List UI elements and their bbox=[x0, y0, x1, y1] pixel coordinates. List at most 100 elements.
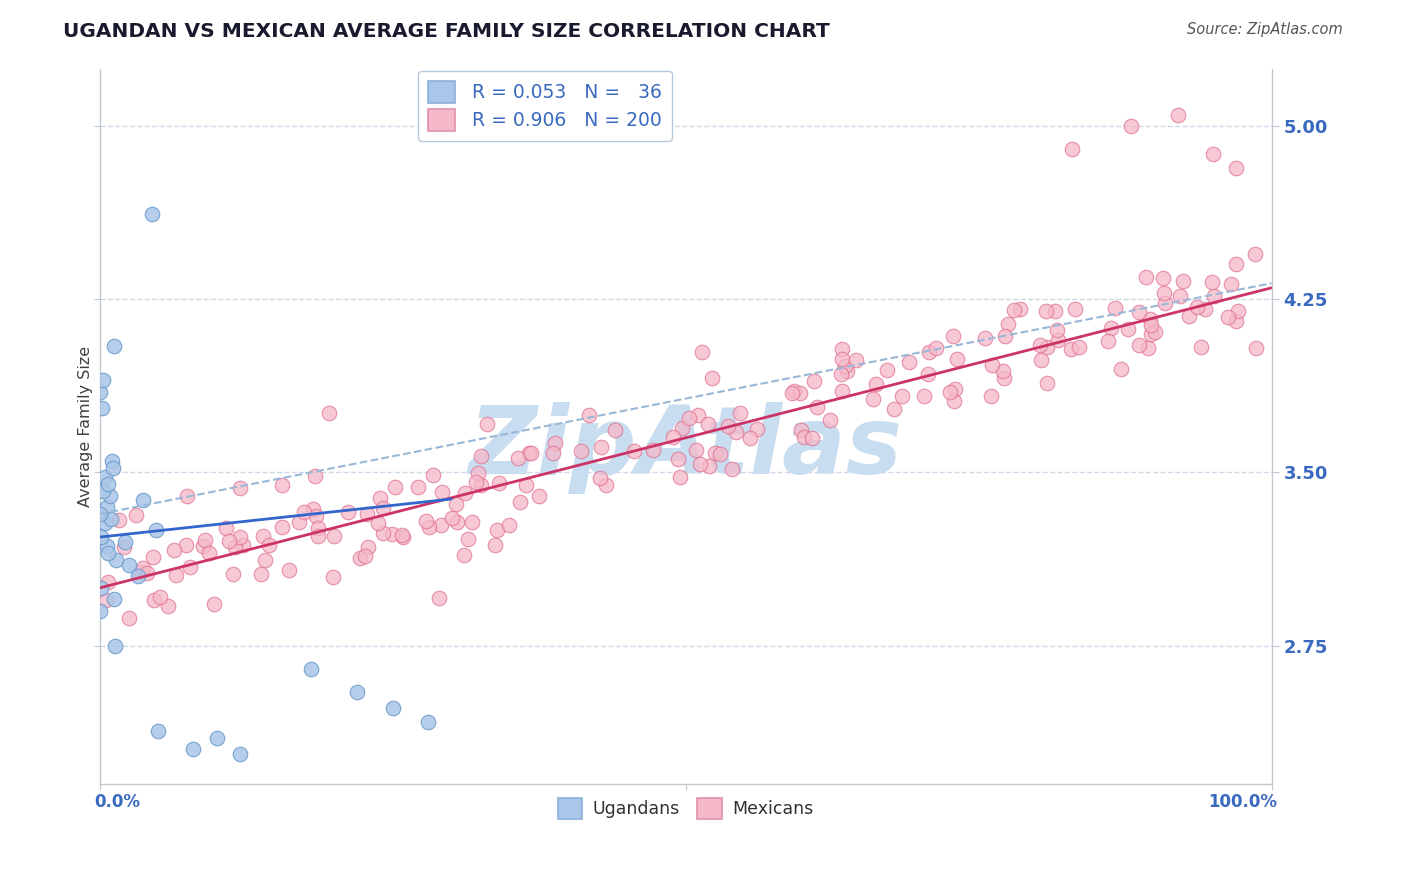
Point bbox=[883, 402, 905, 417]
Point bbox=[93, 516, 115, 531]
Legend: Ugandans, Mexicans: Ugandans, Mexicans bbox=[551, 791, 820, 825]
Point bbox=[232, 538, 254, 552]
Point bbox=[1104, 301, 1126, 316]
Point bbox=[430, 484, 453, 499]
Point bbox=[271, 478, 294, 492]
Point bbox=[1029, 337, 1052, 351]
Point bbox=[544, 435, 567, 450]
Point bbox=[541, 446, 564, 460]
Point bbox=[780, 385, 803, 400]
Point bbox=[994, 328, 1017, 343]
Point bbox=[142, 550, 165, 565]
Point bbox=[453, 549, 475, 563]
Point bbox=[1109, 362, 1132, 376]
Point bbox=[485, 523, 508, 537]
Point bbox=[790, 423, 813, 437]
Point bbox=[91, 373, 114, 387]
Point bbox=[346, 685, 368, 699]
Point bbox=[1202, 147, 1225, 161]
Point bbox=[876, 363, 898, 377]
Point bbox=[845, 352, 868, 367]
Point bbox=[517, 446, 540, 460]
Point bbox=[515, 478, 537, 492]
Point bbox=[589, 471, 612, 485]
Point bbox=[1045, 303, 1067, 318]
Point bbox=[1031, 353, 1053, 368]
Point bbox=[1187, 300, 1209, 314]
Point bbox=[97, 546, 120, 560]
Point bbox=[488, 476, 510, 491]
Point bbox=[569, 444, 592, 458]
Point bbox=[1140, 326, 1163, 341]
Point bbox=[747, 422, 769, 436]
Point bbox=[1097, 334, 1119, 348]
Point bbox=[104, 639, 127, 653]
Point bbox=[1189, 340, 1212, 354]
Point bbox=[271, 520, 294, 534]
Point bbox=[229, 481, 252, 495]
Point bbox=[918, 344, 941, 359]
Point bbox=[215, 521, 238, 535]
Point bbox=[484, 538, 506, 552]
Point bbox=[305, 508, 328, 523]
Point bbox=[1168, 289, 1191, 303]
Point bbox=[789, 386, 811, 401]
Point bbox=[688, 408, 710, 422]
Point bbox=[229, 530, 252, 544]
Point bbox=[441, 511, 464, 525]
Point bbox=[835, 364, 858, 378]
Point bbox=[800, 431, 823, 445]
Point bbox=[381, 527, 404, 541]
Point bbox=[127, 569, 149, 583]
Point bbox=[666, 452, 689, 467]
Point bbox=[103, 592, 125, 607]
Point bbox=[132, 493, 155, 508]
Point bbox=[464, 475, 486, 489]
Point bbox=[641, 442, 664, 457]
Point bbox=[477, 417, 499, 432]
Point bbox=[145, 523, 167, 537]
Y-axis label: Average Family Size: Average Family Size bbox=[79, 346, 93, 507]
Point bbox=[924, 341, 946, 355]
Point bbox=[862, 392, 884, 407]
Point bbox=[179, 559, 201, 574]
Point bbox=[457, 532, 479, 546]
Point bbox=[689, 458, 711, 472]
Point bbox=[831, 351, 853, 366]
Point bbox=[148, 723, 170, 738]
Point bbox=[519, 446, 541, 460]
Point bbox=[1047, 334, 1070, 348]
Point bbox=[193, 539, 215, 553]
Point bbox=[105, 553, 128, 567]
Point bbox=[454, 485, 477, 500]
Point bbox=[1064, 302, 1087, 317]
Point bbox=[299, 662, 322, 676]
Point bbox=[354, 549, 377, 564]
Point bbox=[194, 533, 217, 548]
Point bbox=[803, 374, 825, 388]
Point bbox=[669, 469, 692, 483]
Point bbox=[136, 566, 159, 580]
Point bbox=[1116, 322, 1139, 336]
Point bbox=[981, 359, 1004, 373]
Point bbox=[156, 599, 179, 614]
Point bbox=[89, 384, 111, 399]
Point bbox=[356, 507, 378, 521]
Point bbox=[149, 591, 172, 605]
Point bbox=[117, 558, 139, 572]
Point bbox=[129, 566, 152, 580]
Point bbox=[1143, 325, 1166, 339]
Point bbox=[498, 518, 520, 533]
Point bbox=[1201, 275, 1223, 289]
Point bbox=[288, 515, 311, 529]
Point bbox=[1225, 314, 1247, 328]
Point bbox=[125, 508, 148, 522]
Point bbox=[165, 568, 187, 582]
Point bbox=[703, 446, 725, 460]
Point bbox=[702, 371, 724, 385]
Point bbox=[806, 400, 828, 414]
Point bbox=[942, 329, 965, 343]
Point bbox=[1154, 296, 1177, 310]
Point bbox=[527, 489, 550, 503]
Point bbox=[1036, 341, 1059, 355]
